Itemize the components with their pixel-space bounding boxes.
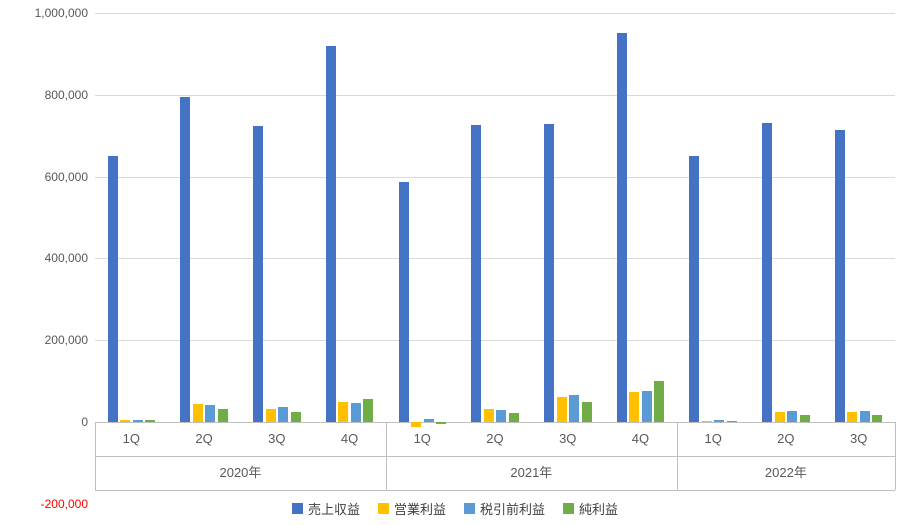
bar xyxy=(689,156,700,422)
y-tick-label: 400,000 xyxy=(44,251,88,266)
bar xyxy=(654,380,665,422)
legend-label: 営業利益 xyxy=(393,501,446,517)
y-tick-label: -200,000 xyxy=(40,496,88,511)
category-separator xyxy=(385,422,387,490)
legend-item: 売上収益 xyxy=(291,499,360,518)
quarter-label: 1Q xyxy=(704,431,722,446)
bar xyxy=(436,422,446,424)
legend-label: 純利益 xyxy=(579,501,619,517)
gridline xyxy=(95,13,895,14)
bar xyxy=(787,411,798,422)
category-separator xyxy=(895,422,896,490)
bar xyxy=(762,123,773,422)
bar xyxy=(726,421,737,422)
bar xyxy=(180,96,191,422)
bar xyxy=(641,390,652,422)
bar xyxy=(701,421,712,422)
gridline xyxy=(95,95,895,96)
y-tick-label: 0 xyxy=(81,415,88,429)
bar xyxy=(471,125,482,422)
bar xyxy=(217,408,228,422)
gridline xyxy=(95,177,895,178)
quarter-label: 3Q xyxy=(849,431,868,446)
legend: 売上収益 営業利益 税引前利益 純利益 xyxy=(0,499,910,517)
bar xyxy=(834,130,845,422)
bar xyxy=(799,415,810,422)
bar xyxy=(483,408,494,422)
y-tick-label: 200,000 xyxy=(44,333,88,348)
gridline xyxy=(95,258,895,259)
bar xyxy=(205,405,216,422)
legend-swatch xyxy=(464,502,475,514)
quarter-label: 1Q xyxy=(413,431,431,446)
bar xyxy=(569,394,579,422)
gridline xyxy=(95,340,895,341)
bar xyxy=(363,398,374,422)
bar xyxy=(859,411,870,422)
bar xyxy=(616,33,627,422)
quarter-label: 2Q xyxy=(486,431,504,446)
legend-label: 税引前利益 xyxy=(480,501,546,517)
bar xyxy=(774,412,785,422)
y-tick-label: 800,000 xyxy=(44,87,88,102)
bar xyxy=(338,401,349,422)
legend-swatch xyxy=(563,502,575,514)
quarter-label: 1Q xyxy=(122,431,141,446)
category-separator xyxy=(95,422,96,490)
legend-item: 営業利益 xyxy=(377,499,446,518)
bar xyxy=(714,419,725,422)
quarter-label: 3Q xyxy=(268,431,286,446)
legend-swatch xyxy=(377,502,389,514)
quarter-label: 4Q xyxy=(631,431,650,446)
bar xyxy=(265,408,276,422)
bar xyxy=(508,413,519,422)
bar xyxy=(581,402,592,422)
bar xyxy=(398,181,409,422)
quarter-label: 4Q xyxy=(340,431,359,446)
bar xyxy=(145,420,156,422)
category-divider xyxy=(95,490,895,491)
bar xyxy=(120,420,131,422)
bar xyxy=(325,45,336,422)
bar xyxy=(544,123,554,422)
x-axis-line xyxy=(95,422,895,423)
category-separator xyxy=(676,422,678,490)
bar xyxy=(556,396,567,422)
legend-item: 純利益 xyxy=(563,499,618,518)
bar xyxy=(253,125,264,422)
legend-label: 売上収益 xyxy=(307,501,360,517)
bar xyxy=(278,407,289,422)
bar xyxy=(107,156,118,422)
year-label: 2022年 xyxy=(764,465,807,480)
quarter-label: 3Q xyxy=(559,431,577,446)
year-label: 2021年 xyxy=(510,465,553,480)
category-divider xyxy=(95,456,895,457)
bar xyxy=(350,403,361,422)
y-tick-label: 600,000 xyxy=(44,169,88,184)
bar xyxy=(872,414,883,422)
bar xyxy=(629,392,640,422)
bar xyxy=(290,411,301,422)
quarter-label: 2Q xyxy=(195,431,213,446)
bar xyxy=(192,404,203,422)
quarter-label: 2Q xyxy=(777,431,795,446)
bar xyxy=(423,419,434,422)
bar xyxy=(411,422,421,428)
bar xyxy=(496,409,507,422)
y-tick-label: 1,000,000 xyxy=(34,6,88,20)
year-label: 2020年 xyxy=(219,465,262,480)
bar xyxy=(132,420,143,422)
bar xyxy=(847,411,858,422)
legend-swatch xyxy=(291,502,303,514)
legend-item: 税引前利益 xyxy=(464,499,545,518)
